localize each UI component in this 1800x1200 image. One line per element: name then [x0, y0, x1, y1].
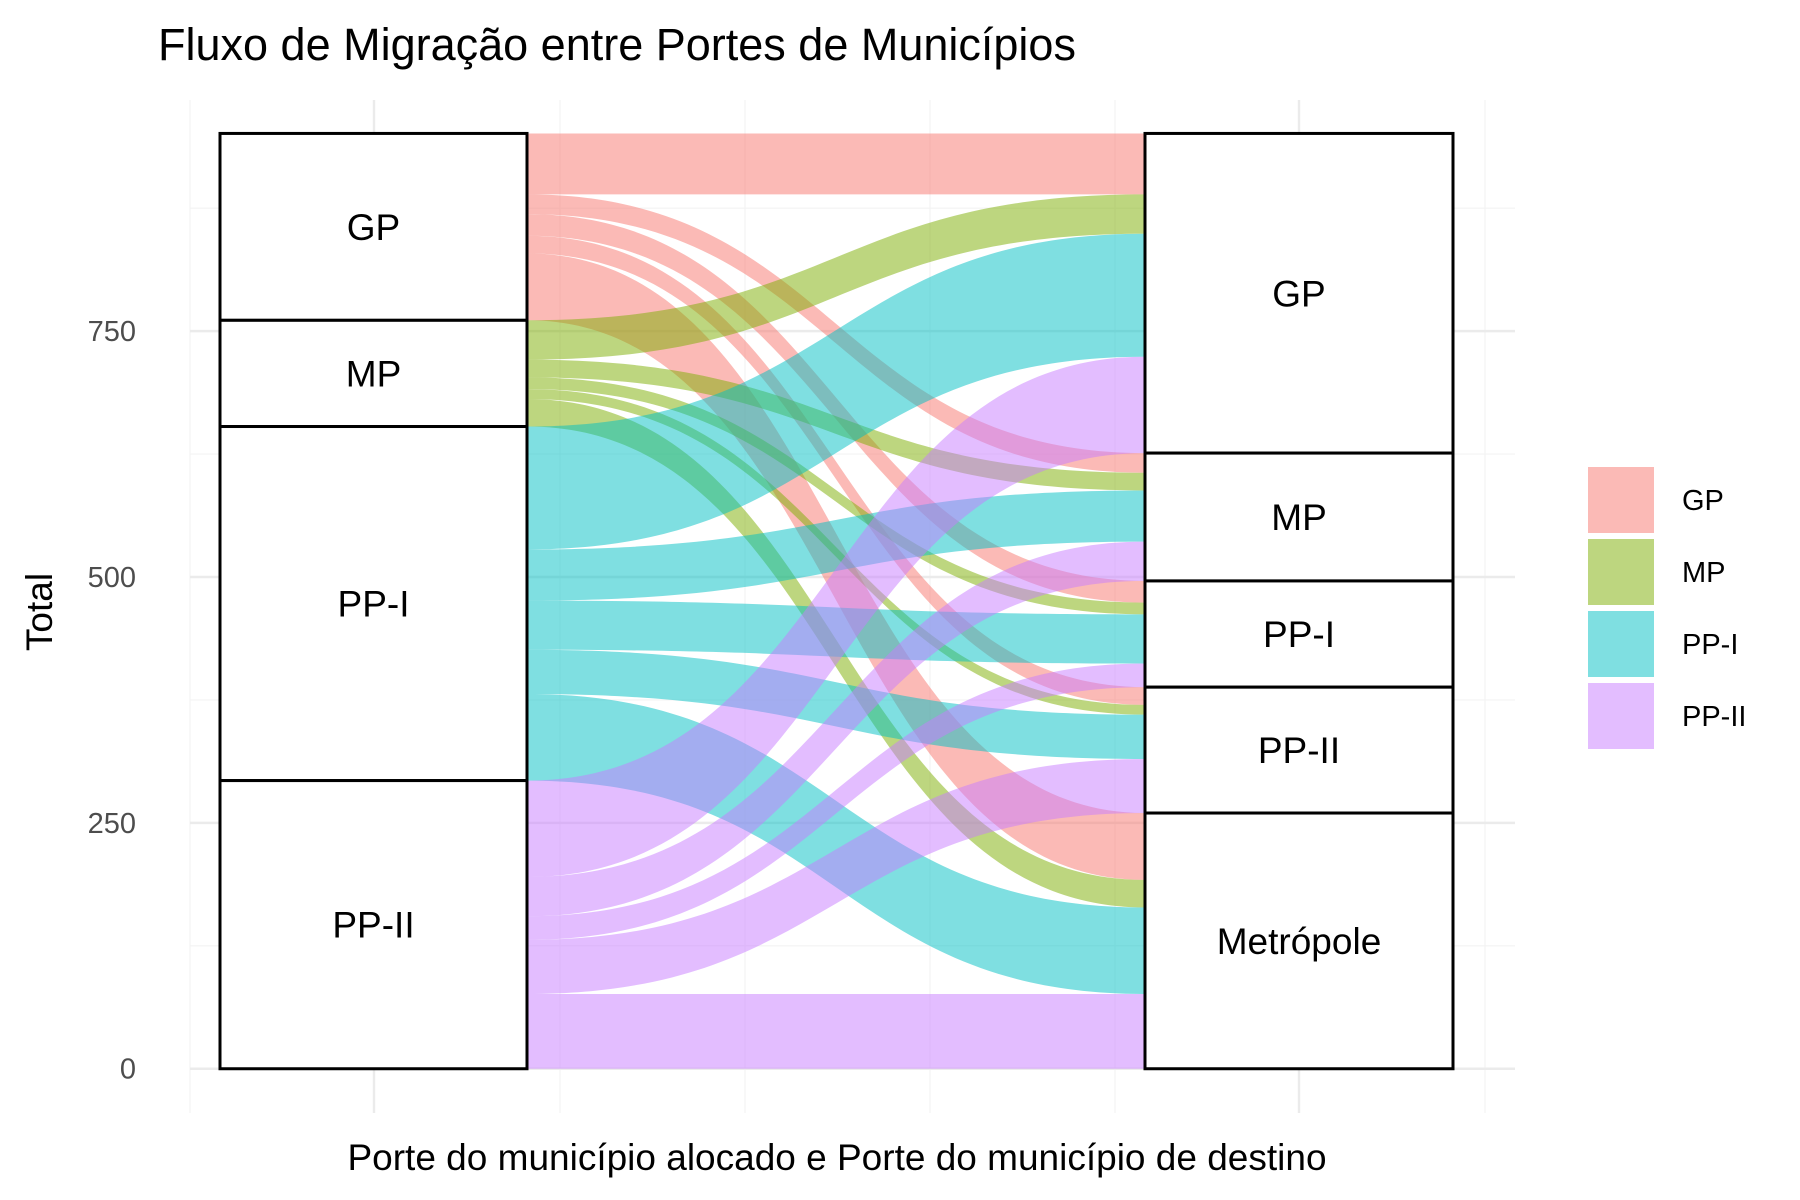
- flows: [527, 133, 1145, 1069]
- flow-mp-to-pp-i: [527, 377, 1145, 615]
- y-axis-title: Total: [19, 573, 60, 651]
- legend-key-pp-i: [1588, 611, 1654, 677]
- flow-gp-to-gp: [527, 133, 1145, 195]
- right-stratum-label-metropole: Metrópole: [1217, 921, 1382, 962]
- flow-gp-to-pp-ii: [527, 235, 1145, 705]
- flow-pp-i-to-gp: [527, 233, 1145, 550]
- strata: GP MP PP-I PP-II GP MP PP-I PP-II Metrópole: [218, 131, 1455, 1071]
- right-stratum-label-mp: MP: [1271, 497, 1327, 538]
- x-axis-title: Porte do município alocado e Porte do mu…: [347, 1137, 1326, 1178]
- legend-label-pp-i: PP-I: [1682, 629, 1738, 661]
- flow-pp-ii-to-gp: [527, 356, 1145, 877]
- flow-pp-ii-to-mp: [527, 541, 1145, 917]
- left-stratum-label-pp-i: PP-I: [338, 584, 410, 625]
- legend: GP MP PP-I PP-II: [1588, 467, 1746, 749]
- y-tick-label: 750: [88, 316, 136, 348]
- flow-pp-ii-to-pp-i: [527, 663, 1145, 940]
- flow-pp-ii-to-metropole: [527, 993, 1145, 1069]
- left-stratum-pp-ii: [218, 779, 529, 1071]
- flow-pp-i-to-pp-ii: [527, 649, 1145, 759]
- left-stratum-mp: [218, 318, 529, 429]
- left-stratum-label-pp-ii: PP-II: [332, 905, 414, 946]
- left-stratum-label-gp: GP: [347, 207, 400, 248]
- y-axis-ticks: 0 250 500 750: [88, 316, 136, 1086]
- y-tick-label: 0: [120, 1054, 136, 1086]
- flow-pp-i-to-mp: [527, 490, 1145, 601]
- right-stratum-label-pp-ii: PP-II: [1258, 730, 1340, 771]
- flow-pp-ii-to-pp-ii: [527, 758, 1145, 994]
- left-stratum-label-mp: MP: [346, 353, 402, 394]
- legend-key-pp-ii: [1588, 683, 1654, 749]
- right-stratum-pp-i: [1143, 579, 1455, 689]
- legend-label-gp: GP: [1682, 485, 1724, 517]
- flow-mp-to-gp: [527, 194, 1145, 360]
- legend-label-pp-ii: PP-II: [1682, 701, 1746, 733]
- legend-key-mp: [1588, 539, 1654, 605]
- right-stratum-gp: [1143, 131, 1455, 455]
- right-stratum-label-pp-i: PP-I: [1263, 614, 1335, 655]
- right-stratum-mp: [1143, 451, 1455, 583]
- right-stratum-label-gp: GP: [1272, 273, 1325, 314]
- left-stratum-gp: [218, 131, 529, 322]
- legend-label-mp: MP: [1682, 557, 1726, 589]
- right-stratum-metropole: [1143, 811, 1455, 1071]
- legend-key-gp: [1588, 467, 1654, 533]
- y-tick-label: 250: [88, 808, 136, 840]
- y-tick-label: 500: [88, 562, 136, 594]
- chart-title: Fluxo de Migração entre Portes de Municí…: [158, 19, 1076, 70]
